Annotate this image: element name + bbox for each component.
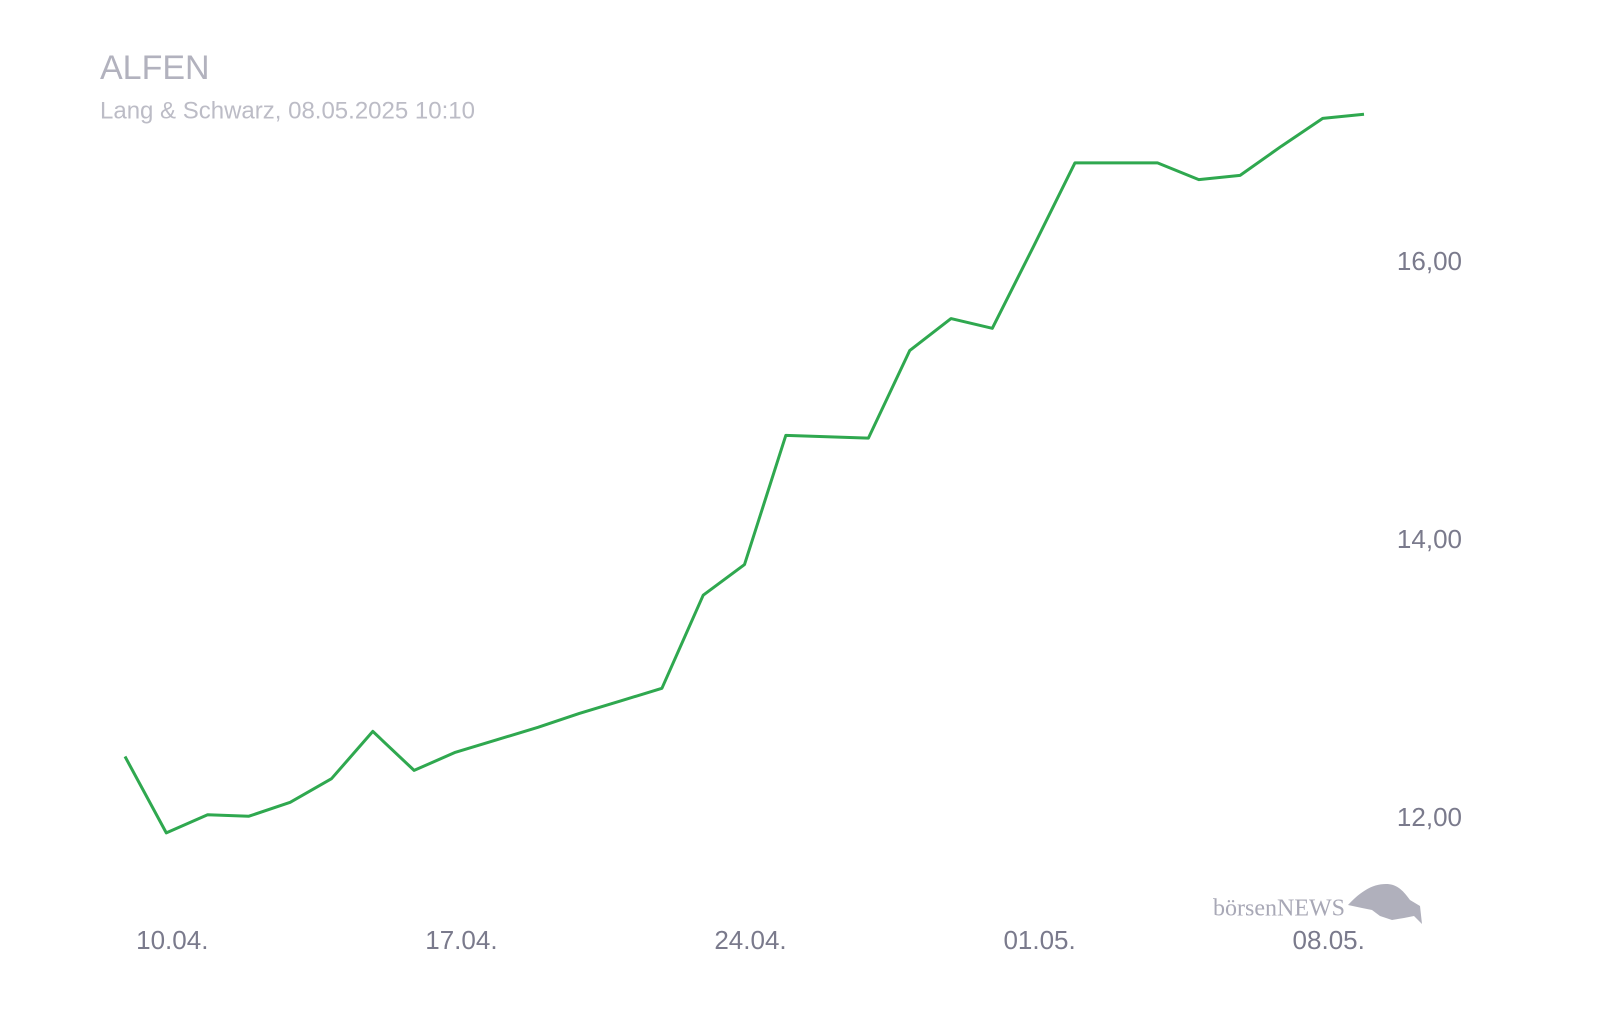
chart-title: ALFEN	[100, 49, 210, 87]
y-tick-label: 16,00	[1397, 246, 1462, 276]
logo-text: börsenNEWS	[1213, 896, 1345, 922]
x-tick-label: 10.04.	[136, 925, 208, 955]
x-tick-label: 01.05.	[1003, 925, 1075, 955]
chart-subtitle: Lang & Schwarz, 08.05.2025 10:10	[100, 97, 475, 124]
y-tick-label: 14,00	[1397, 524, 1462, 554]
logo-bull	[1348, 884, 1422, 924]
y-tick-label: 12,00	[1397, 802, 1462, 832]
price-line	[123, 112, 1365, 835]
logo: börsenNEWS	[1213, 884, 1422, 924]
x-tick-label: 08.05.	[1293, 925, 1365, 955]
x-tick-label: 17.04.	[425, 925, 497, 955]
x-tick-label: 24.04.	[714, 925, 786, 955]
